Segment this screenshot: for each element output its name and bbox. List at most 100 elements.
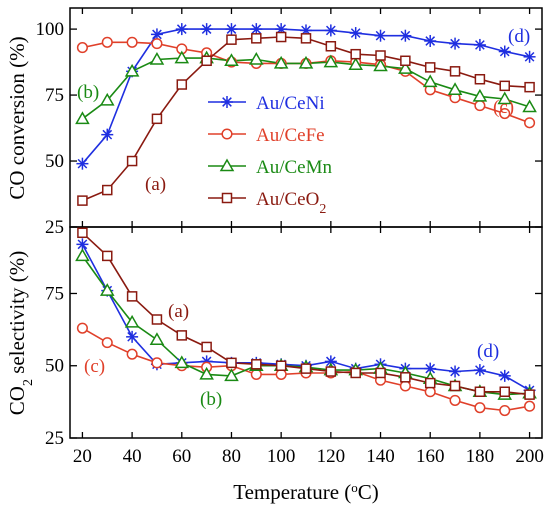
top-point-au-cemn — [522, 99, 537, 113]
bottom-point-au-ceo2 — [151, 314, 163, 325]
top-point-au-ceni — [374, 29, 387, 42]
top-point-au-ceo2 — [524, 81, 535, 93]
legend-triangle-icon — [219, 158, 235, 172]
x-tick-label: 140 — [366, 446, 395, 467]
top-y-tick-label: 75 — [45, 85, 64, 106]
bottom-point-au-cemn — [174, 355, 190, 369]
x-tick-label: 40 — [123, 446, 142, 467]
bottom-point-au-ceo2 — [325, 366, 337, 377]
legend-entry-au-ceo2: Au/CeO2 — [208, 189, 326, 217]
top-point-au-ceni — [175, 23, 188, 36]
top-point-au-cemn — [398, 61, 413, 74]
top-point-au-ceni — [101, 128, 114, 141]
bottom-annotation-d: (d) — [477, 341, 499, 362]
x-axis-label: Temperature (oC) — [233, 480, 379, 505]
legend-label-au-ceo2: Au/CeO2 — [256, 189, 326, 217]
top-y-tick-label: 25 — [45, 217, 64, 238]
bottom-point-au-cemn — [99, 283, 115, 296]
top-point-au-ceo2 — [275, 31, 287, 43]
top-point-au-ceo2 — [300, 33, 312, 44]
top-point-au-cemn — [174, 50, 190, 64]
top-point-au-cefe — [474, 100, 486, 112]
legend-circle-icon — [221, 128, 233, 140]
top-point-au-cemn — [497, 91, 513, 105]
top-point-au-cemn — [323, 54, 339, 68]
top-point-au-cemn — [149, 51, 165, 65]
top-point-au-cemn — [298, 55, 314, 69]
bottom-point-au-cefe — [250, 368, 262, 380]
bottom-point-au-ceo2 — [300, 363, 312, 374]
top-point-au-ceni — [399, 29, 412, 42]
bottom-point-au-ceo2 — [201, 341, 212, 353]
top-point-au-ceo2 — [325, 41, 337, 52]
legend: Au/CeNi Au/CeFe Au/CeMn Au/CeO2 — [208, 93, 333, 217]
top-point-au-cemn — [422, 74, 438, 88]
bottom-point-au-ceo2 — [226, 357, 237, 369]
top-point-au-ceo2 — [449, 66, 461, 77]
bottom-point-au-cefe — [424, 386, 436, 398]
bottom-point-au-ceo2 — [424, 377, 436, 389]
bottom-point-au-cefe — [524, 400, 536, 412]
legend-marker-triangle — [219, 158, 235, 172]
top-point-au-ceo2 — [226, 34, 237, 45]
bottom-point-au-cefe — [101, 337, 113, 349]
top-point-au-cemn — [447, 82, 463, 96]
top-point-au-cemn — [348, 57, 363, 70]
x-tick-label: 160 — [416, 446, 445, 467]
bottom-point-au-ceo2 — [524, 389, 535, 400]
legend-marker-circle — [221, 128, 233, 140]
legend-label-au-cefe: Au/CeFe — [256, 125, 325, 146]
bottom-point-au-ceo2 — [350, 367, 361, 379]
top-point-au-ceo2 — [474, 73, 486, 85]
bottom-point-au-cemn — [149, 332, 165, 345]
bottom-point-au-cefe — [76, 322, 88, 334]
x-tick-label: 20 — [73, 446, 92, 467]
legend-square-icon — [221, 192, 233, 204]
bottom-point-au-cefe — [499, 404, 511, 417]
bottom-point-au-ceo2 — [102, 250, 113, 262]
x-tick-label: 60 — [172, 446, 191, 467]
legend-entry-au-cefe: Au/CeFe — [208, 125, 325, 146]
top-point-au-ceni — [349, 27, 362, 40]
bottom-point-au-ceo2 — [77, 227, 88, 239]
bottom-point-au-ceo2 — [499, 386, 510, 398]
top-point-au-ceni — [200, 23, 213, 36]
top-point-au-ceni — [324, 24, 337, 37]
bottom-y-tick-label: 25 — [45, 428, 64, 449]
top-y-tick-label: 100 — [36, 19, 65, 40]
top-y-axis-label: CO conversion (%) — [5, 36, 29, 199]
top-point-au-ceni — [473, 38, 486, 51]
top-point-au-ceo2 — [375, 50, 386, 61]
bottom-point-au-ceo2 — [375, 367, 386, 379]
top-point-au-ceo2 — [350, 48, 361, 60]
x-tick-label: 80 — [222, 446, 241, 467]
legend-marker-asterisk — [221, 96, 233, 108]
bottom-panel-frame — [69, 226, 543, 439]
top-point-au-ceni — [424, 34, 437, 47]
bottom-point-au-cefe — [399, 380, 411, 392]
bottom-point-au-ceo2 — [275, 360, 287, 371]
top-point-au-cemn — [249, 51, 264, 65]
bottom-point-au-ceo2 — [176, 330, 188, 341]
top-annotation-c: (c) — [493, 97, 514, 118]
top-point-au-cemn — [224, 53, 239, 67]
top-point-au-ceo2 — [201, 55, 212, 67]
x-tick-label: 100 — [267, 446, 296, 467]
legend-label-au-cemn: Au/CeMn — [256, 157, 333, 178]
bottom-point-au-cemn — [199, 366, 214, 380]
top-point-au-cemn — [124, 63, 140, 77]
bottom-point-au-ceni — [126, 330, 139, 343]
top-point-au-ceni — [449, 37, 462, 50]
legend-asterisk-icon — [221, 96, 233, 108]
top-annotation-b: (b) — [77, 82, 99, 103]
legend-entry-au-cemn: Au/CeMn — [208, 157, 333, 178]
x-tick-label: 120 — [317, 446, 346, 467]
top-point-au-ceo2 — [77, 195, 88, 206]
legend-marker-square — [221, 192, 233, 204]
top-point-au-cefe — [126, 36, 138, 48]
top-annotation-a: (a) — [145, 174, 166, 195]
top-point-au-cemn — [373, 58, 388, 72]
bottom-y-axis-label: CO2 selectivity (%) — [5, 251, 36, 415]
top-point-au-ceo2 — [126, 155, 138, 167]
top-point-au-cefe — [76, 42, 88, 54]
